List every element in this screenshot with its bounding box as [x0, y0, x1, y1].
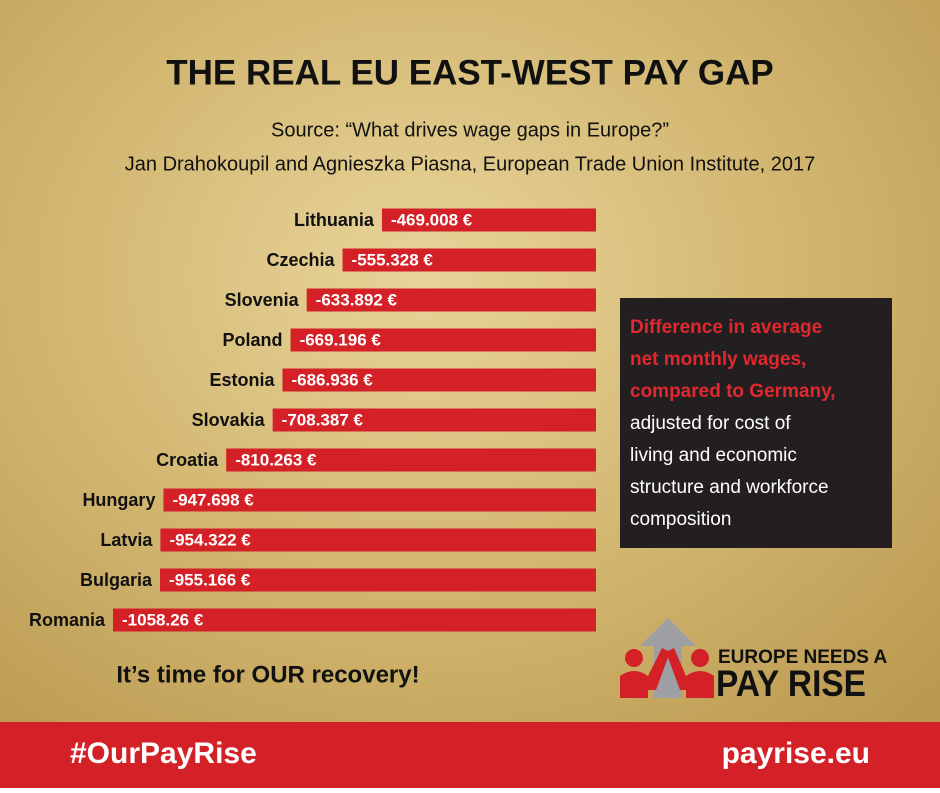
bar [282, 368, 596, 392]
bar [306, 288, 596, 312]
category-label: Bulgaria [80, 570, 153, 590]
value-label: -555.328 € [352, 250, 434, 269]
value-label: -955.166 € [169, 570, 251, 589]
bar [381, 208, 596, 232]
footer [0, 722, 940, 788]
value-label: -669.196 € [300, 330, 382, 349]
info-line: adjusted for cost of [630, 413, 791, 434]
title: THE REAL EU EAST-WEST PAY GAP [166, 53, 773, 92]
authors: Jan Drahokoupil and Agnieszka Piasna, Eu… [125, 153, 815, 175]
info-highlight: compared to Germany, [630, 381, 836, 402]
info-highlight: net monthly wages, [630, 349, 806, 370]
info-text: Difference in average net monthly wages, c… [630, 317, 836, 530]
category-label: Romania [29, 610, 106, 630]
category-label: Croatia [156, 450, 219, 470]
category-label: Slovenia [225, 290, 300, 310]
value-label: -810.263 € [235, 450, 317, 469]
bar [226, 448, 596, 472]
category-label: Czechia [267, 250, 336, 270]
tagline: It’s time for OUR recovery! [116, 661, 419, 688]
category-label: Estonia [209, 370, 275, 390]
bar [160, 528, 596, 552]
bar-chart: -469.008 € Lithuania -555.328 € Czechia -633… [29, 208, 597, 632]
info-highlight: Difference in average [630, 317, 822, 338]
value-label: -708.387 € [282, 410, 364, 429]
url[interactable]: payrise.eu [722, 737, 870, 770]
logo-icon [620, 618, 714, 698]
category-label: Hungary [82, 490, 155, 510]
hashtag[interactable]: #OurPayRise [70, 737, 257, 770]
bar [113, 608, 596, 632]
info-box [620, 298, 892, 548]
logo-line1: EUROPE NEEDS A [718, 647, 888, 668]
category-label: Slovakia [192, 410, 266, 430]
bar [163, 488, 597, 512]
value-label: -954.322 € [169, 530, 251, 549]
value-label: -686.936 € [291, 370, 373, 389]
bar [160, 568, 596, 592]
category-label: Latvia [100, 530, 153, 550]
source: Source: “What drives wage gaps in Europe… [271, 119, 669, 141]
logo-figure [666, 648, 714, 698]
category-label: Poland [223, 330, 283, 350]
logo-line2: PAY RISE [716, 663, 866, 704]
category-label: Lithuania [294, 210, 375, 230]
value-label: -633.892 € [316, 290, 398, 309]
logo-head [691, 649, 709, 667]
value-label: -1058.26 € [122, 610, 204, 629]
info-line: structure and workforce [630, 477, 829, 498]
bar [272, 408, 596, 432]
logo-figure [620, 648, 670, 698]
info-line: composition [630, 509, 731, 530]
info-line: living and economic [630, 445, 797, 466]
bar [342, 248, 596, 272]
value-label: -947.698 € [172, 490, 254, 509]
value-label: -469.008 € [391, 210, 473, 229]
bar [290, 328, 596, 352]
logo-head [625, 649, 643, 667]
